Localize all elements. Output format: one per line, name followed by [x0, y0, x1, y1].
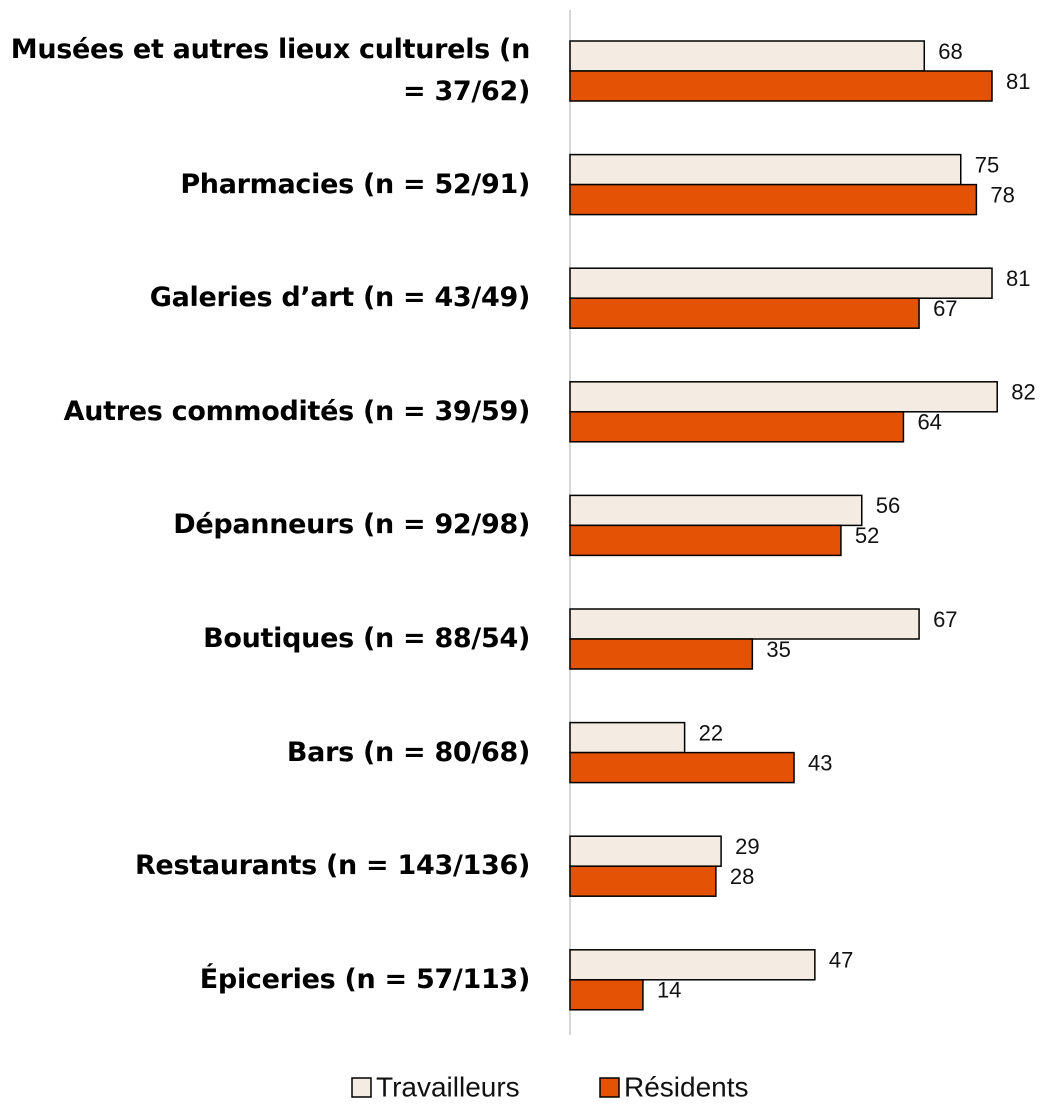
- bar: [569, 411, 905, 443]
- value-label: 28: [730, 864, 754, 889]
- bar: [569, 40, 926, 72]
- bar: [569, 979, 644, 1011]
- category-label: Galeries d’art (n = 43/49): [149, 282, 531, 314]
- value-label: 82: [1011, 380, 1035, 405]
- value-label: 29: [735, 834, 759, 859]
- bar: [569, 524, 842, 557]
- category-label: Boutiques (n = 88/54): [203, 623, 530, 654]
- value-label: 81: [1006, 69, 1030, 94]
- bar: [569, 835, 722, 867]
- category-label: Autres commodités (n = 39/59): [63, 395, 531, 427]
- value-label: 52: [855, 523, 879, 548]
- value-label: 14: [657, 978, 681, 1003]
- value-label: 81: [1006, 266, 1030, 291]
- bar: [569, 494, 863, 527]
- value-label: 35: [766, 637, 790, 662]
- bar: [569, 751, 795, 784]
- bar: [569, 949, 816, 981]
- bar: [569, 608, 920, 640]
- value-label: 47: [829, 948, 853, 973]
- legend-swatch: [351, 1077, 372, 1098]
- legend-label: Travailleurs: [376, 1071, 520, 1102]
- value-label: 22: [699, 720, 723, 745]
- bar: [569, 381, 998, 413]
- bar: [569, 183, 978, 216]
- bar: [569, 721, 686, 754]
- bar: [569, 267, 993, 299]
- value-label: 75: [975, 152, 999, 177]
- category-label: Musées et autres lieux culturels (n = 37…: [10, 34, 531, 107]
- category-label: Bars (n = 80/68): [286, 736, 530, 768]
- category-label: Épiceries (n = 57/113): [199, 963, 531, 995]
- value-label: 43: [808, 750, 832, 775]
- bar: [569, 638, 754, 670]
- value-label: 67: [933, 296, 957, 321]
- bar: [569, 70, 993, 102]
- value-label: 64: [917, 410, 941, 435]
- value-label: 78: [990, 182, 1014, 207]
- bar: [569, 153, 962, 186]
- legend-label: Résidents: [624, 1071, 749, 1102]
- value-label: 56: [876, 493, 900, 518]
- value-label: 68: [938, 39, 962, 64]
- bar: [569, 865, 717, 897]
- legend-swatch: [599, 1077, 620, 1098]
- bar: [569, 297, 920, 329]
- category-label: Dépanneurs (n = 92/98): [173, 509, 530, 541]
- category-label: Restaurants (n = 143/136): [134, 850, 530, 882]
- category-label: Pharmacies (n = 52/91): [180, 168, 530, 200]
- value-label: 67: [933, 607, 957, 632]
